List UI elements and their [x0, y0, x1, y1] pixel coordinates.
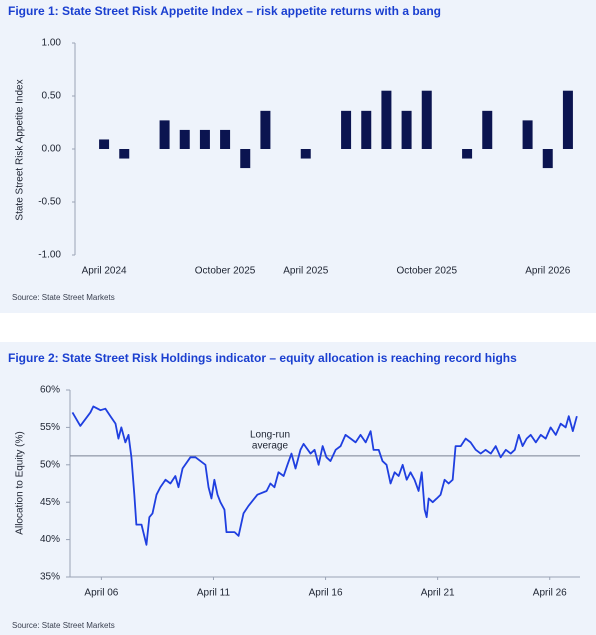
annotation: average	[252, 440, 289, 451]
y-tick-label: 60%	[40, 385, 60, 396]
y-tick-label: 45%	[40, 497, 60, 508]
bar	[562, 90, 573, 149]
bar	[199, 129, 210, 149]
y-tick-label: 40%	[40, 534, 60, 545]
x-tick-label: April 26	[533, 588, 567, 599]
panel-background	[0, 342, 596, 635]
bar	[240, 149, 251, 169]
bar	[179, 129, 190, 149]
bar	[341, 110, 352, 149]
y-axis-label: State Street Risk Appetite Index	[15, 79, 26, 220]
y-tick-label: 0.00	[42, 144, 62, 155]
x-tick-label: April 2024	[82, 266, 127, 277]
y-tick-label: 35%	[40, 572, 60, 583]
y-tick-label: 50%	[40, 459, 60, 470]
bar	[381, 90, 392, 149]
x-tick-label: October 2025	[396, 266, 457, 277]
bar	[401, 110, 412, 149]
bar	[119, 149, 130, 159]
x-tick-label: April 16	[309, 588, 343, 599]
x-tick-label: April 21	[421, 588, 455, 599]
chart-title: Figure 2: State Street Risk Holdings ind…	[8, 351, 517, 365]
chart-title: Figure 1: State Street Risk Appetite Ind…	[8, 4, 441, 18]
x-tick-label: April 06	[84, 588, 118, 599]
bar	[159, 120, 170, 149]
x-tick-label: April 2026	[525, 266, 570, 277]
bar	[462, 149, 473, 159]
bar	[300, 149, 311, 159]
bar	[542, 149, 553, 169]
bar	[421, 90, 432, 149]
data-line	[71, 405, 578, 546]
y-tick-label: -1.00	[38, 250, 61, 261]
bar	[99, 139, 110, 149]
bar	[361, 110, 372, 149]
bar	[220, 129, 231, 149]
x-tick-label: October 2025	[195, 266, 256, 277]
bar	[260, 110, 271, 149]
source-note: Source: State Street Markets	[12, 621, 115, 630]
x-tick-label: April 11	[197, 588, 231, 599]
bar	[482, 110, 493, 149]
bar	[522, 120, 533, 149]
y-tick-label: -0.50	[38, 197, 61, 208]
y-tick-label: 0.50	[42, 91, 62, 102]
panel-background	[0, 0, 596, 313]
x-tick-label: April 2025	[283, 266, 328, 277]
y-tick-label: 1.00	[42, 38, 62, 49]
y-tick-label: 55%	[40, 422, 60, 433]
y-axis-label: Allocation to Equity (%)	[15, 431, 26, 534]
annotation: Long-run	[250, 429, 290, 440]
source-note: Source: State Street Markets	[12, 293, 115, 302]
